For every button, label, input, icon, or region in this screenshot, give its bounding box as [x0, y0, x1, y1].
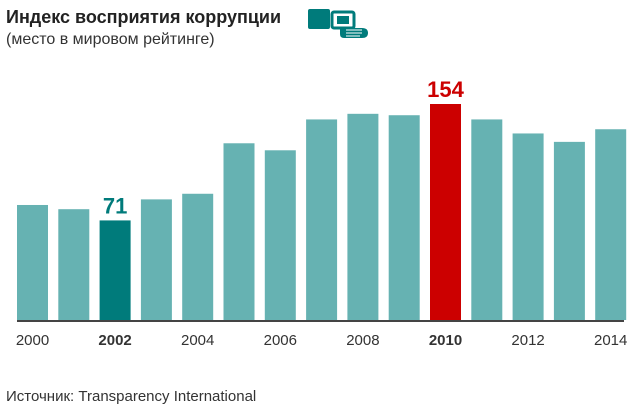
bar-2000	[17, 204, 48, 320]
data-label-2002: 71	[103, 193, 127, 218]
source-note: Источник: Transparency International	[6, 388, 257, 405]
bar-2013	[553, 141, 585, 320]
bar-2012	[512, 133, 544, 320]
bar-2014	[595, 129, 627, 320]
x-tick-label: 2014	[594, 332, 627, 349]
x-tick-label: 2000	[16, 332, 49, 349]
bar-2008	[347, 113, 379, 321]
x-tick-label: 2012	[511, 332, 544, 349]
data-label-2010: 154	[427, 77, 464, 102]
bar-2003	[140, 199, 172, 320]
bar-2010	[430, 104, 461, 320]
x-tick-label: 2008	[346, 332, 379, 349]
bar-2005	[223, 143, 255, 320]
x-tick-label: 2004	[181, 332, 214, 349]
bar-2002	[99, 220, 131, 320]
bar-2011	[471, 119, 503, 320]
x-tick-label: 2010	[429, 332, 462, 349]
bar-2004	[182, 193, 214, 320]
chart-title: Индекс восприятия коррупции	[6, 7, 282, 27]
bar-2007	[306, 119, 338, 320]
x-tick-label: 2006	[264, 332, 297, 349]
bar-2009	[388, 115, 420, 320]
hand-money-icon	[308, 9, 368, 38]
x-tick-label: 2002	[98, 332, 131, 349]
bar-2001	[58, 209, 90, 320]
chart-subtitle: (место в мировом рейтинге)	[6, 31, 215, 48]
bar-2006	[264, 150, 296, 320]
